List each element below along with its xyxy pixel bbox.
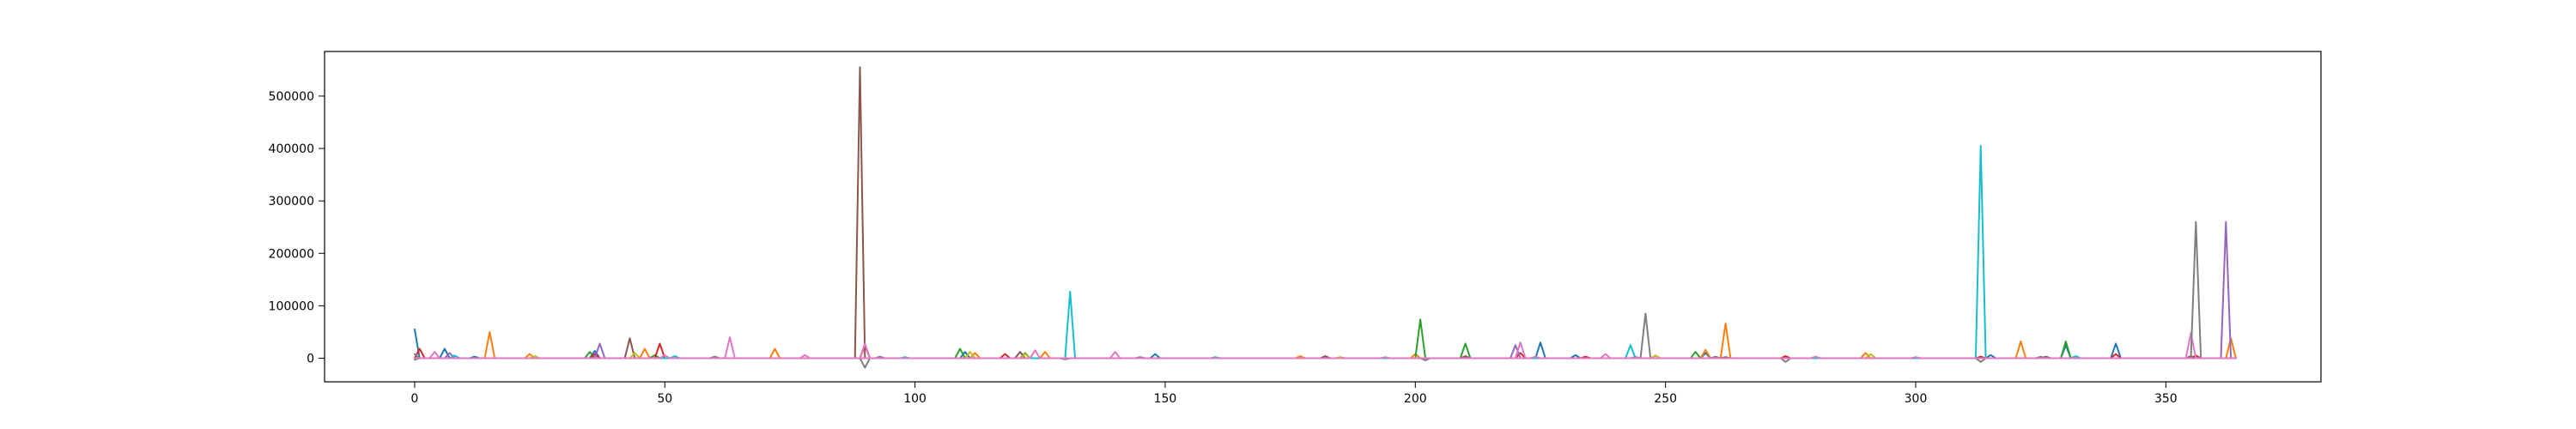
x-tick-label: 300 [1905, 392, 1928, 406]
series-layer [413, 66, 2237, 369]
x-tick-label: 250 [1654, 392, 1677, 406]
series-line-9 [413, 351, 2237, 360]
y-tick-label: 500000 [269, 90, 314, 104]
series-line-8 [413, 221, 2237, 369]
x-tick-label: 100 [903, 392, 927, 406]
plot-frame [324, 51, 2322, 383]
x-tick-label: 350 [2154, 392, 2178, 406]
series-line-11 [413, 349, 2237, 360]
x-tick-label: 0 [410, 392, 418, 406]
series-line-2 [413, 323, 2237, 360]
series-line-6 [413, 66, 2237, 360]
series-line-7 [413, 332, 2237, 360]
series-line-5 [413, 221, 2237, 360]
series-line-3 [413, 318, 2237, 360]
ticks-layer: 0 50 100 150 200 250 300 350 0 100000 200000 300000… [269, 90, 2178, 406]
series-line-1 [413, 328, 2237, 360]
x-tick-label: 150 [1154, 392, 1177, 406]
x-tick-label: 50 [657, 392, 672, 406]
y-tick-label: 200000 [269, 247, 314, 261]
y-tick-label: 0 [307, 353, 314, 366]
y-tick-label: 300000 [269, 195, 314, 208]
y-tick-label: 400000 [269, 142, 314, 156]
x-tick-label: 200 [1404, 392, 1427, 406]
y-tick-label: 100000 [269, 299, 314, 313]
series-line-10 [413, 145, 2237, 360]
